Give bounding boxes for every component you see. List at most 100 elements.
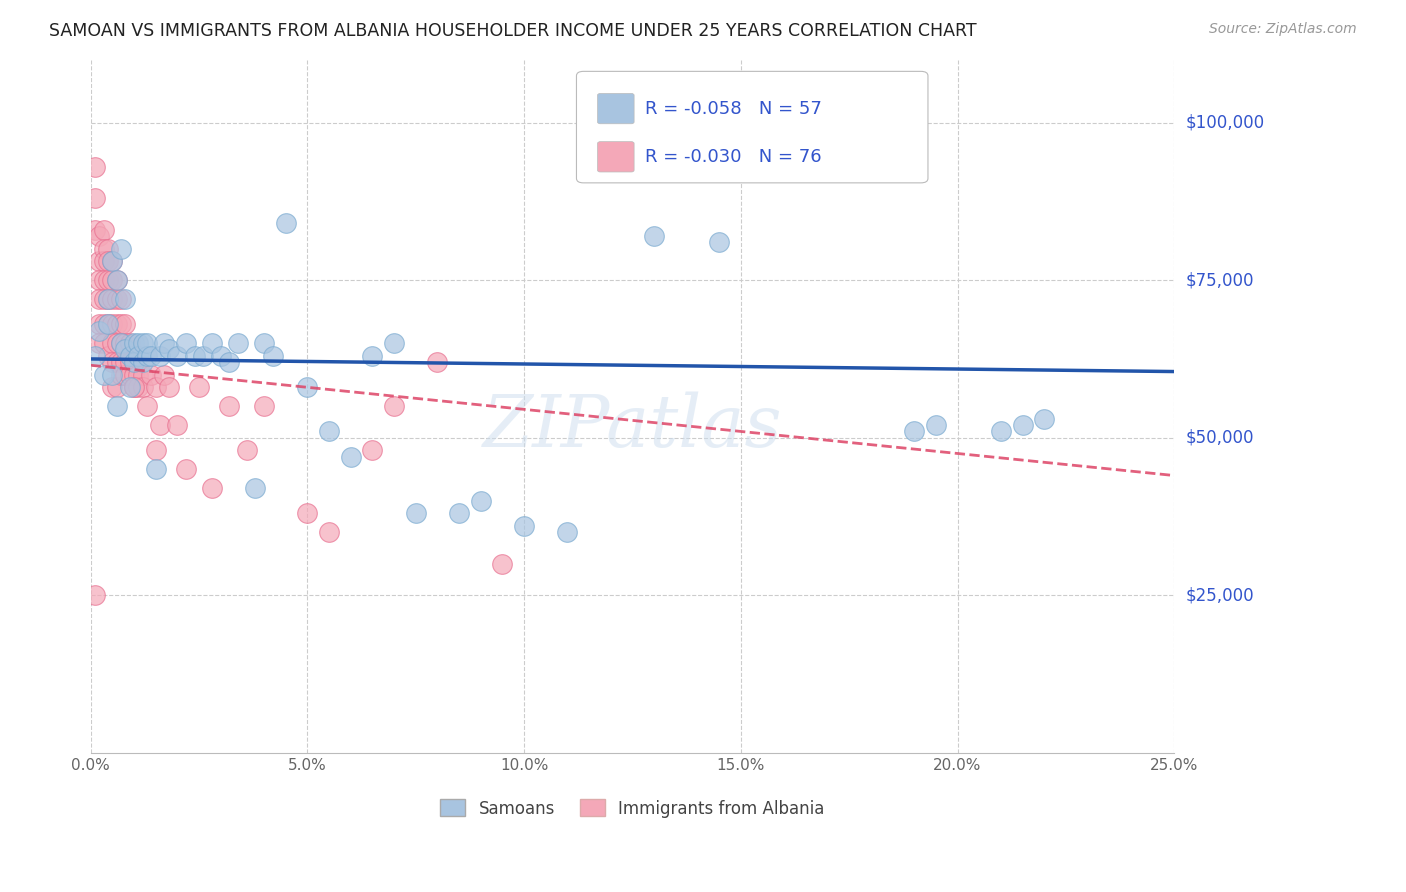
Point [97,292,120,306]
Point [1011,418,1033,433]
Point [118,336,141,351]
Point [105,318,128,332]
Text: Source: ZipAtlas.com: Source: ZipAtlas.com [1209,22,1357,37]
Point [166,349,188,363]
Point [127,349,149,363]
Point [93,318,115,332]
Point [101,254,124,268]
Point [183,349,205,363]
Point [93,368,115,382]
Point [339,450,361,464]
Point [382,336,405,351]
Point [127,380,149,394]
Point [1033,412,1056,426]
Point [110,318,132,332]
Point [131,336,153,351]
Point [166,418,188,433]
Point [84,349,107,363]
Point [105,399,128,413]
Point [97,318,120,332]
Point [97,242,120,256]
Point [318,525,340,540]
Point [153,336,176,351]
Text: $50,000: $50,000 [1185,429,1254,447]
Text: $75,000: $75,000 [1185,271,1254,289]
Point [127,336,149,351]
Point [110,242,132,256]
Point [131,368,153,382]
Point [122,355,145,369]
Point [105,336,128,351]
Point [122,380,145,394]
Point [226,336,249,351]
Point [201,336,224,351]
Point [122,380,145,394]
Point [157,343,180,357]
Point [105,292,128,306]
Point [153,368,176,382]
Point [218,355,240,369]
Point [110,336,132,351]
Point [89,273,111,287]
Point [101,368,124,382]
Point [101,336,124,351]
Point [136,349,159,363]
Point [89,318,111,332]
Point [84,191,107,205]
Point [114,318,136,332]
Legend: Samoans, Immigrants from Albania: Samoans, Immigrants from Albania [433,793,831,824]
Point [93,242,115,256]
Point [97,292,120,306]
Point [141,368,163,382]
Point [925,418,948,433]
Point [361,443,384,458]
Point [97,349,120,363]
Point [84,223,107,237]
Text: $100,000: $100,000 [1185,113,1264,132]
Point [141,349,163,363]
Point [101,292,124,306]
Point [110,355,132,369]
Point [218,399,240,413]
Point [89,229,111,244]
Point [105,355,128,369]
Point [447,507,470,521]
Point [122,368,145,382]
Point [707,235,730,250]
Point [122,355,145,369]
Point [513,519,536,533]
Point [89,336,111,351]
Point [97,273,120,287]
Point [245,481,267,495]
Point [470,493,492,508]
Point [114,336,136,351]
Point [643,229,665,244]
Point [101,355,124,369]
Point [105,380,128,394]
Point [101,318,124,332]
Point [235,443,257,458]
Point [174,462,197,476]
Point [318,425,340,439]
Point [990,425,1012,439]
Point [118,368,141,382]
Point [253,399,276,413]
Point [382,399,405,413]
Point [89,292,111,306]
Point [93,336,115,351]
Point [145,443,167,458]
Point [188,380,211,394]
Point [149,349,172,363]
Point [426,355,449,369]
Point [405,507,427,521]
Point [110,292,132,306]
Point [93,223,115,237]
Point [149,418,172,433]
Point [253,336,276,351]
Point [97,254,120,268]
Point [93,254,115,268]
Point [93,273,115,287]
Point [114,292,136,306]
Point [110,368,132,382]
Point [262,349,284,363]
